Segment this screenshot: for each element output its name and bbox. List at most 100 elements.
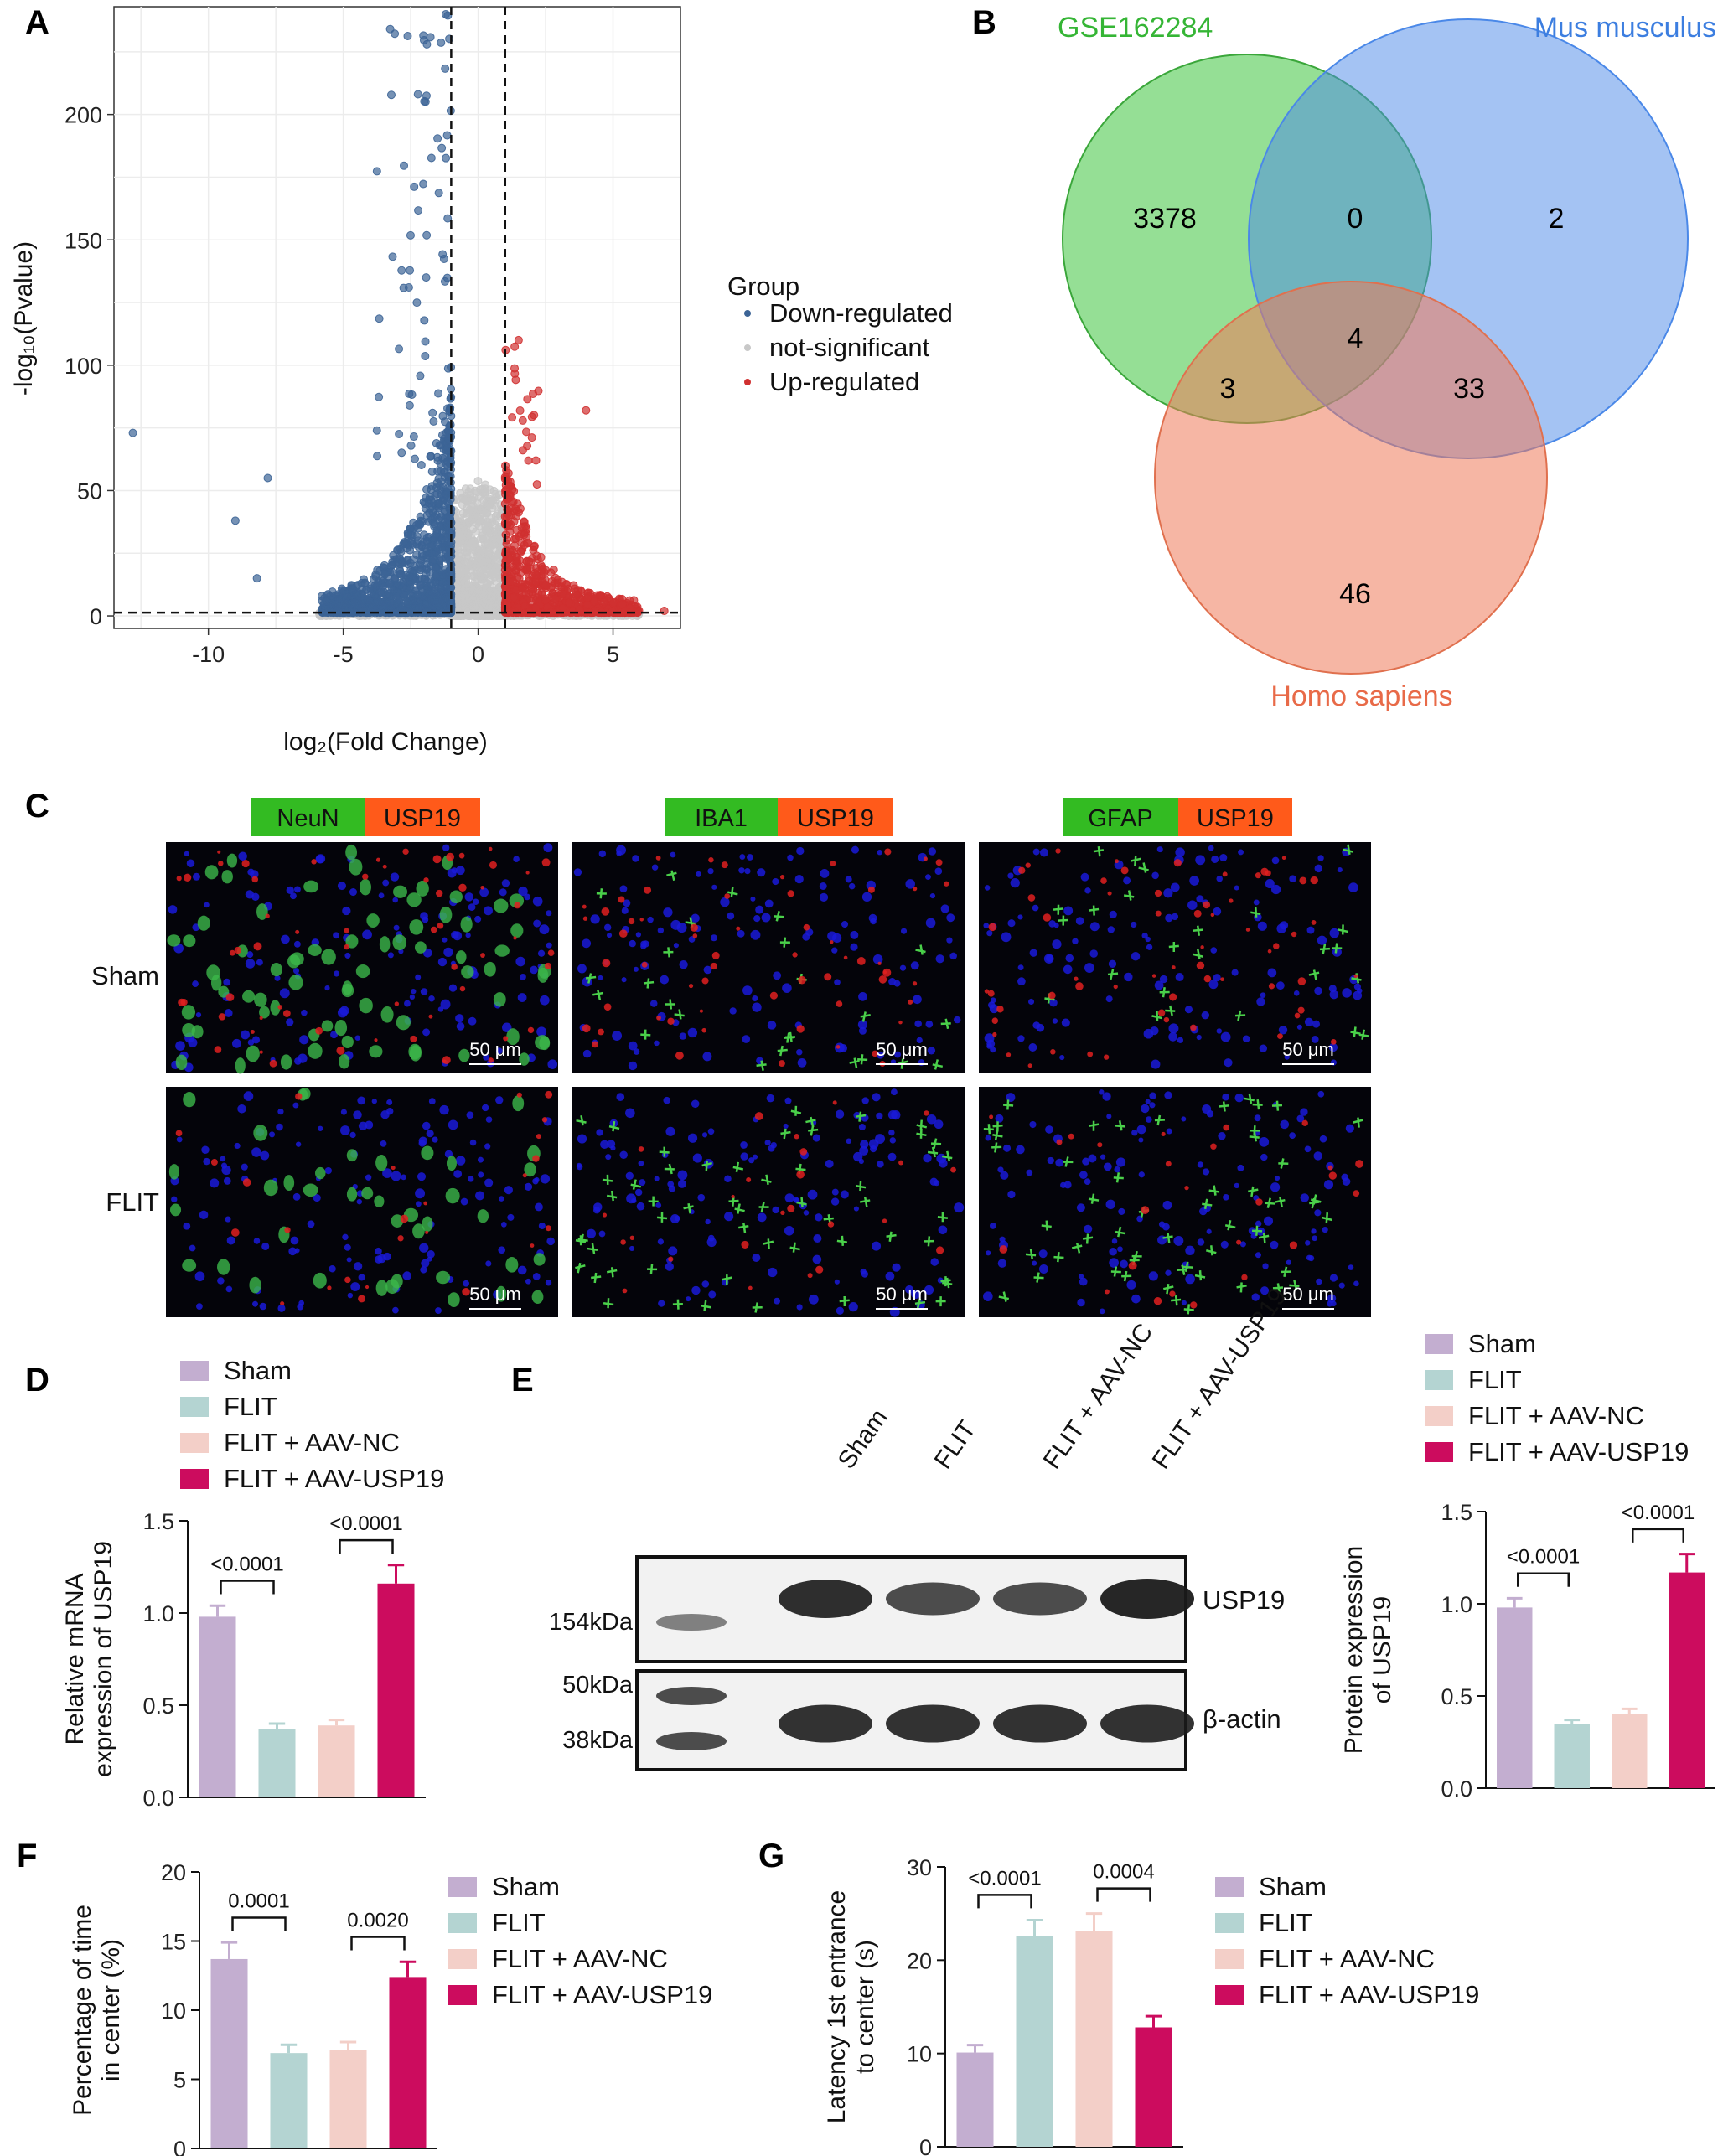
legend-label: Sham [1259, 1872, 1327, 1901]
y-tick-label: 20 [161, 1860, 186, 1885]
volcano-point-not-significant [479, 592, 488, 601]
panel-letter-f: F [17, 1838, 37, 1874]
significance-bracket [231, 1916, 287, 1931]
legend-swatch [448, 1949, 477, 1969]
volcano-point-not-significant [486, 526, 495, 535]
volcano-point-up-regulated [523, 395, 532, 404]
legend-label: FLIT [224, 1392, 277, 1421]
volcano-plot-frame [113, 6, 681, 629]
volcano-point-down-regulated [440, 452, 449, 462]
volcano-point-down-regulated [397, 448, 406, 458]
volcano-point-down-regulated [380, 561, 389, 570]
volcano-y-tick-label: 50 [77, 478, 102, 504]
volcano-point-down-regulated [406, 266, 415, 275]
volcano-point-down-regulated [440, 277, 449, 286]
y-tick-label: 1.5 [142, 1509, 174, 1534]
volcano-point-not-significant [455, 538, 464, 547]
volcano-point-down-regulated [342, 592, 351, 601]
significance-bracket [1632, 1528, 1684, 1543]
volcano-point-up-regulated [541, 596, 551, 605]
legend-label: Sham [224, 1356, 292, 1385]
volcano-point-down-regulated [367, 581, 376, 590]
legend-swatch [180, 1361, 209, 1381]
bar-flit [270, 2053, 308, 2148]
significance-bracket [1096, 1887, 1151, 1902]
volcano-point-not-significant [458, 602, 467, 612]
volcano-point-down-regulated [365, 597, 374, 606]
volcano-x-tick-label: -10 [192, 642, 225, 667]
volcano-point-up-regulated [551, 594, 560, 603]
y-axis-label: Latency 1st entrance [823, 1890, 851, 2124]
venn-count-gse-homo: 3 [1220, 373, 1236, 405]
volcano-point-up-regulated [509, 576, 518, 586]
volcano-point-not-significant [479, 546, 488, 556]
ladder-band [656, 1687, 727, 1705]
p-value-label: 0.0020 [347, 1910, 408, 1932]
legend-label: FLIT + AAV-NC [224, 1428, 400, 1457]
legend-swatch [1215, 1877, 1244, 1897]
legend-label: not-significant [769, 333, 930, 362]
center-time-bar-chart: 0 5 10 15 20 0.0001 0.0020 Percentage of time in… [69, 1860, 437, 2156]
volcano-point-up-regulated [510, 369, 520, 378]
volcano-point-down-regulated [393, 545, 402, 555]
scale-bar-label: 50 μm [876, 1284, 928, 1305]
volcano-point-down-regulated [406, 545, 415, 555]
volcano-point-down-regulated [441, 64, 450, 73]
volcano-point-down-regulated [414, 206, 423, 215]
volcano-x-tick-label: 0 [472, 642, 484, 667]
volcano-point-up-regulated [509, 546, 518, 556]
volcano-point-down-regulated [372, 167, 381, 176]
band [886, 1582, 980, 1616]
volcano-point-down-regulated [410, 182, 419, 191]
volcano-point-down-regulated [416, 604, 425, 613]
volcano-point-down-regulated [384, 589, 393, 598]
band [1100, 1704, 1194, 1743]
volcano-point-up-regulated [572, 590, 581, 599]
volcano-point-not-significant [491, 562, 500, 571]
lane-label: Sham [833, 1404, 893, 1474]
bar-sham [956, 2052, 994, 2147]
volcano-point-down-regulated [412, 532, 422, 541]
volcano-point-down-regulated [386, 90, 396, 100]
legend-label: FLIT + AAV-USP19 [1259, 1980, 1479, 2009]
bar-flit-aav-usp19 [389, 1977, 427, 2148]
panel-letter-d: D [25, 1362, 49, 1399]
venn-count-mus-homo: 33 [1453, 373, 1485, 405]
volcano-point-down-regulated [442, 153, 451, 163]
scale-bar-label: 50 μm [1282, 1039, 1334, 1060]
volcano-point-down-regulated [406, 441, 416, 450]
blot-protein-label: β-actin [1203, 1704, 1281, 1734]
volcano-point-up-regulated [558, 603, 567, 613]
volcano-legend-title: Group [727, 271, 799, 301]
volcano-point-down-regulated [432, 438, 441, 447]
volcano-point-not-significant [473, 477, 483, 486]
volcano-point-up-regulated [564, 584, 573, 593]
legend-swatch [448, 1877, 477, 1897]
volcano-x-tick-label: -5 [334, 642, 354, 667]
volcano-point-down-regulated [427, 541, 436, 551]
volcano-point-up-regulated [582, 406, 591, 415]
volcano-point-up-regulated [625, 596, 634, 605]
volcano-point-up-regulated [531, 456, 541, 465]
marker-label-text: USP19 [384, 805, 461, 832]
volcano-point-up-regulated [515, 562, 524, 571]
volcano-point-down-regulated [427, 153, 436, 163]
micrograph-flit-neun: 50 μm [166, 1087, 558, 1317]
volcano-point-not-significant [453, 524, 463, 533]
legend-label: FLIT + AAV-NC [492, 1944, 668, 1973]
legend-swatch [1425, 1370, 1453, 1390]
volcano-point-down-regulated [323, 597, 332, 606]
volcano-point-up-regulated [520, 522, 529, 531]
significance-bracket [220, 1580, 275, 1595]
volcano-y-tick-label: 200 [65, 103, 102, 128]
legend-label: FLIT [1468, 1365, 1522, 1394]
volcano-point-down-regulated [420, 96, 429, 106]
volcano-point-down-regulated [371, 571, 380, 580]
volcano-point-up-regulated [515, 406, 525, 415]
volcano-point-not-significant [460, 584, 469, 593]
volcano-point-down-regulated [393, 559, 402, 568]
volcano-point-down-regulated [413, 90, 422, 99]
y-axis-label: to center (s) [851, 1940, 879, 2074]
